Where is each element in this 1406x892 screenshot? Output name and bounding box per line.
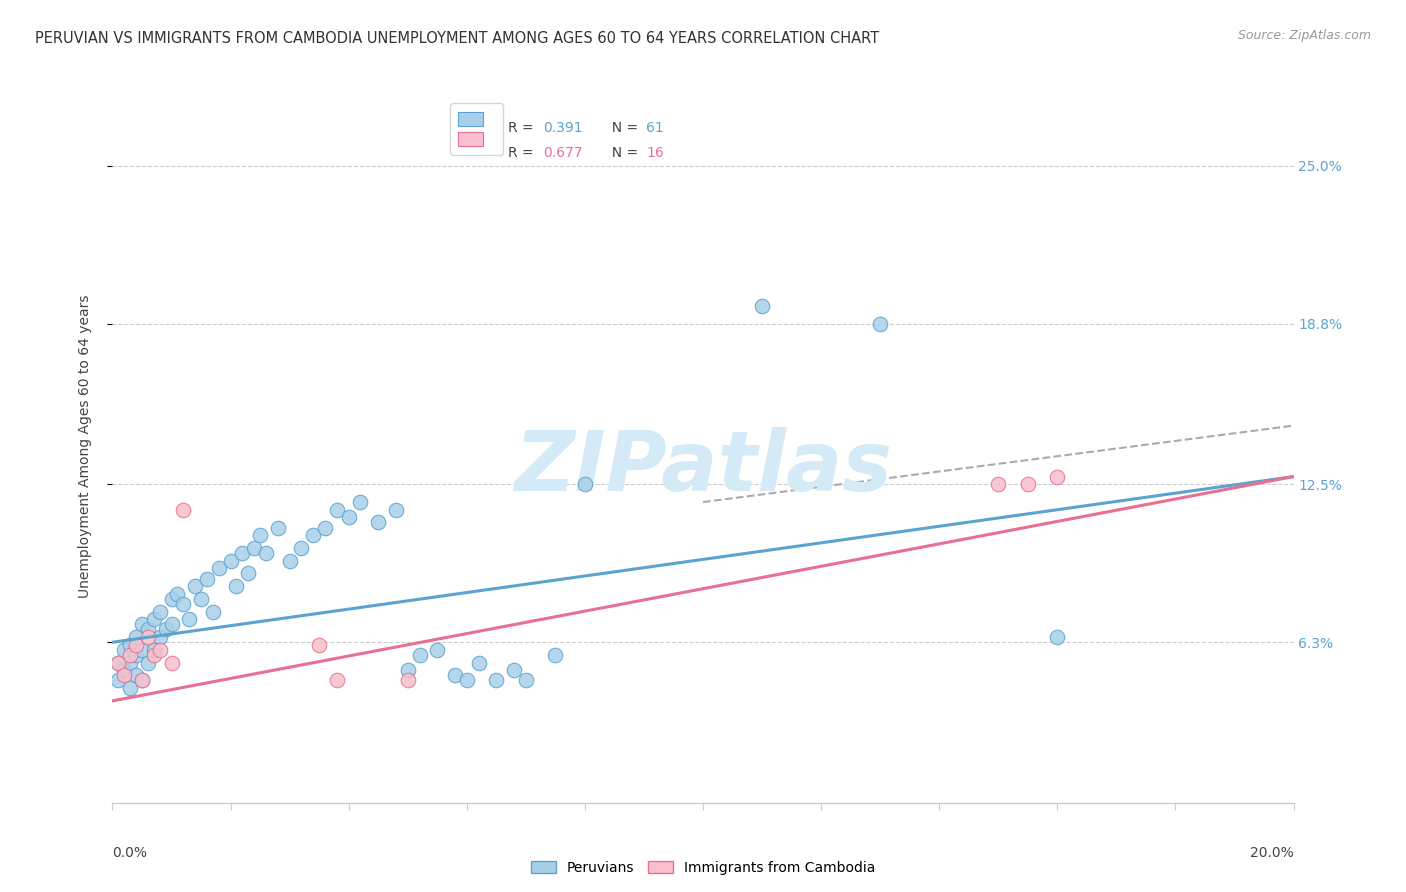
Point <box>107 673 129 688</box>
Point <box>238 566 260 581</box>
Point <box>184 579 207 593</box>
Point <box>125 668 148 682</box>
Legend: , : , <box>450 103 503 155</box>
Point <box>112 663 135 677</box>
Point <box>172 597 194 611</box>
Point <box>125 648 148 662</box>
Point <box>149 605 172 619</box>
Point <box>396 673 419 688</box>
Text: R =: R = <box>508 121 538 136</box>
Point <box>136 623 159 637</box>
Text: 0.677: 0.677 <box>544 146 583 161</box>
Point <box>249 528 271 542</box>
Text: R =: R = <box>508 146 538 161</box>
Point <box>131 617 153 632</box>
Point <box>326 502 349 516</box>
Text: N =: N = <box>603 121 643 136</box>
Point <box>456 673 478 688</box>
Point <box>987 477 1010 491</box>
Point <box>290 541 312 555</box>
Point <box>225 579 247 593</box>
Point <box>136 630 159 644</box>
Point <box>314 520 336 534</box>
Point <box>408 648 430 662</box>
Point <box>426 643 449 657</box>
Point <box>278 554 301 568</box>
Text: 0.0%: 0.0% <box>112 846 148 860</box>
Point <box>1046 630 1069 644</box>
Point <box>160 617 183 632</box>
Point <box>112 668 135 682</box>
Point <box>869 317 891 331</box>
Point <box>120 638 142 652</box>
Point <box>136 656 159 670</box>
Point <box>337 510 360 524</box>
Point <box>385 502 408 516</box>
Text: N =: N = <box>603 146 643 161</box>
Point <box>142 643 165 657</box>
Point <box>166 587 188 601</box>
Point <box>1017 477 1039 491</box>
Point <box>149 643 172 657</box>
Text: 0.391: 0.391 <box>544 121 583 136</box>
Point <box>112 643 135 657</box>
Point <box>131 643 153 657</box>
Point <box>107 656 129 670</box>
Point <box>267 520 290 534</box>
Point <box>243 541 266 555</box>
Point <box>131 673 153 688</box>
Legend: Peruvians, Immigrants from Cambodia: Peruvians, Immigrants from Cambodia <box>524 855 882 880</box>
Text: ZIPatlas: ZIPatlas <box>515 427 891 508</box>
Point <box>302 528 325 542</box>
Point <box>125 638 148 652</box>
Point <box>190 591 212 606</box>
Point <box>515 673 537 688</box>
Text: 16: 16 <box>647 146 664 161</box>
Point <box>1046 469 1069 483</box>
Point <box>149 630 172 644</box>
Text: 61: 61 <box>647 121 664 136</box>
Point <box>201 605 224 619</box>
Point <box>131 673 153 688</box>
Point <box>349 495 371 509</box>
Point <box>254 546 277 560</box>
Point <box>142 648 165 662</box>
Point <box>155 623 177 637</box>
Point <box>367 516 389 530</box>
Point <box>120 656 142 670</box>
Point <box>195 572 218 586</box>
Point <box>751 299 773 313</box>
Point <box>160 591 183 606</box>
Point <box>160 656 183 670</box>
Point <box>208 561 231 575</box>
Point <box>444 668 467 682</box>
Point <box>326 673 349 688</box>
Point <box>120 648 142 662</box>
Point <box>219 554 242 568</box>
Point <box>120 681 142 695</box>
Point <box>231 546 253 560</box>
Point <box>396 663 419 677</box>
Y-axis label: Unemployment Among Ages 60 to 64 years: Unemployment Among Ages 60 to 64 years <box>77 294 91 598</box>
Point <box>107 656 129 670</box>
Point <box>544 648 567 662</box>
Point <box>485 673 508 688</box>
Point <box>179 612 201 626</box>
Point <box>574 477 596 491</box>
Point <box>142 612 165 626</box>
Text: PERUVIAN VS IMMIGRANTS FROM CAMBODIA UNEMPLOYMENT AMONG AGES 60 TO 64 YEARS CORR: PERUVIAN VS IMMIGRANTS FROM CAMBODIA UNE… <box>35 31 879 46</box>
Point <box>125 630 148 644</box>
Point <box>467 656 489 670</box>
Point <box>308 638 330 652</box>
Text: 20.0%: 20.0% <box>1250 846 1294 860</box>
Point <box>172 502 194 516</box>
Point <box>503 663 526 677</box>
Text: Source: ZipAtlas.com: Source: ZipAtlas.com <box>1237 29 1371 42</box>
